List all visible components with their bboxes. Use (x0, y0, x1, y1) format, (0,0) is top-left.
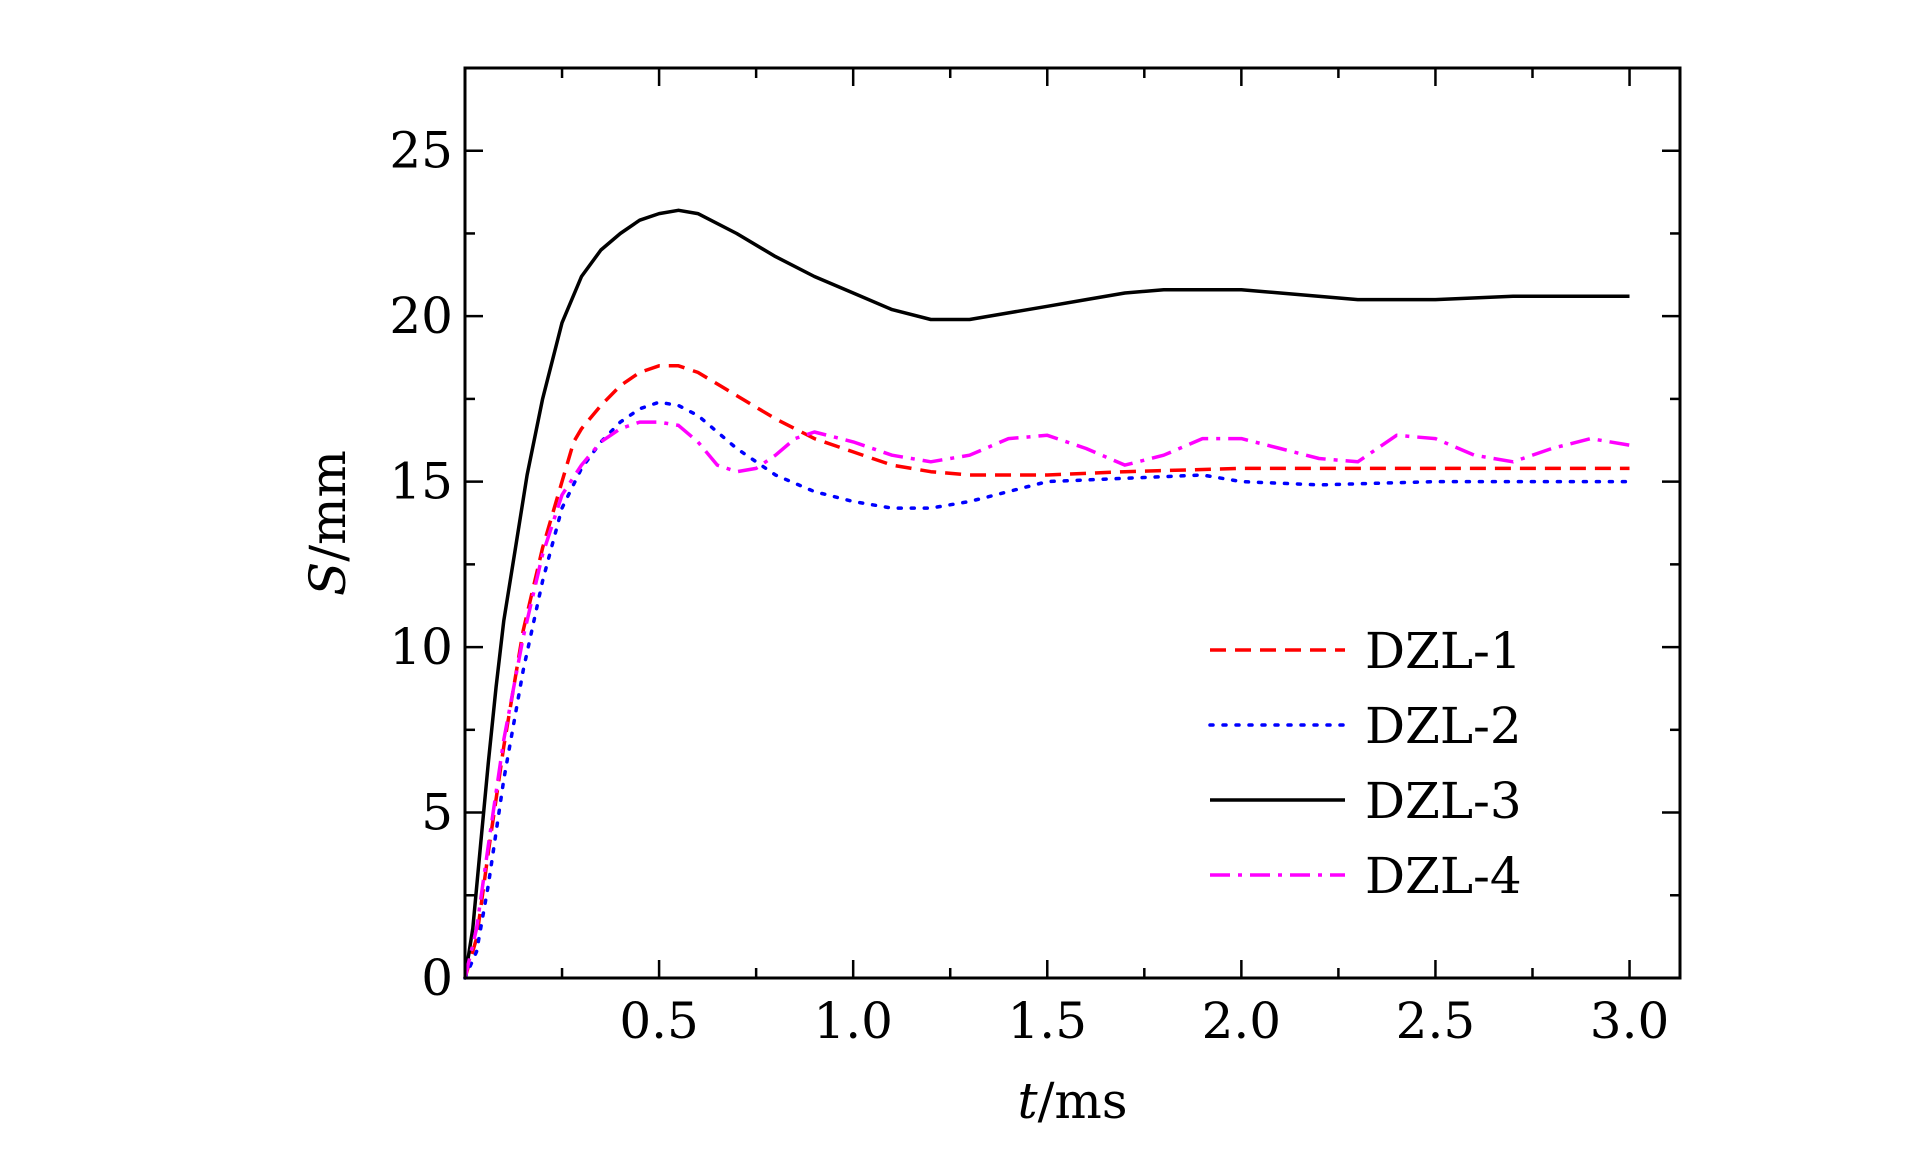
series-line-dzl-2 (463, 400, 1632, 980)
legend-label-dzl-1: DZL-1 (1365, 622, 1522, 680)
x-axis-label: t/ms (1017, 1072, 1127, 1130)
y-tick-label: 5 (421, 784, 453, 842)
series-line-dzl-3 (463, 208, 1630, 979)
series-line-dzl-1 (463, 364, 1630, 979)
series-layer (463, 208, 1632, 980)
y-tick-label: 10 (389, 618, 453, 676)
x-axis-label-variable: t (1017, 1072, 1038, 1130)
y-tick-label: 15 (389, 453, 453, 511)
x-tick-label: 1.5 (1008, 992, 1088, 1050)
y-axis-label-unit: /mm (299, 450, 357, 562)
series-line-dzl-4 (463, 420, 1630, 979)
y-tick-label: 25 (389, 122, 453, 180)
legend-label-dzl-4: DZL-4 (1365, 847, 1522, 905)
y-axis-label-variable: S (299, 562, 357, 596)
x-axis-ticks (560, 68, 1631, 978)
legend-label-dzl-2: DZL-2 (1365, 697, 1522, 755)
y-tick-label: 20 (389, 287, 453, 345)
y-tick-label: 0 (421, 949, 453, 1007)
x-axis-label-unit: /ms (1038, 1072, 1128, 1130)
x-tick-label: 0.5 (619, 992, 699, 1050)
x-tick-label: 1.0 (813, 992, 893, 1050)
x-axis-tick-labels: 0.5 1.0 1.5 2.0 2.5 3.0 (619, 992, 1669, 1050)
x-tick-label: 2.5 (1396, 992, 1476, 1050)
plot-frame (463, 66, 1682, 980)
y-axis-label: S/mm (299, 450, 357, 596)
legend-label-dzl-3: DZL-3 (1365, 772, 1522, 830)
x-tick-label: 3.0 (1590, 992, 1670, 1050)
y-axis-tick-labels: 0 5 10 15 20 25 (389, 122, 453, 1007)
x-tick-label: 2.0 (1202, 992, 1282, 1050)
y-axis-ticks (465, 149, 1680, 897)
legend: DZL-1 DZL-2 DZL-3 DZL-4 (1208, 622, 1522, 905)
